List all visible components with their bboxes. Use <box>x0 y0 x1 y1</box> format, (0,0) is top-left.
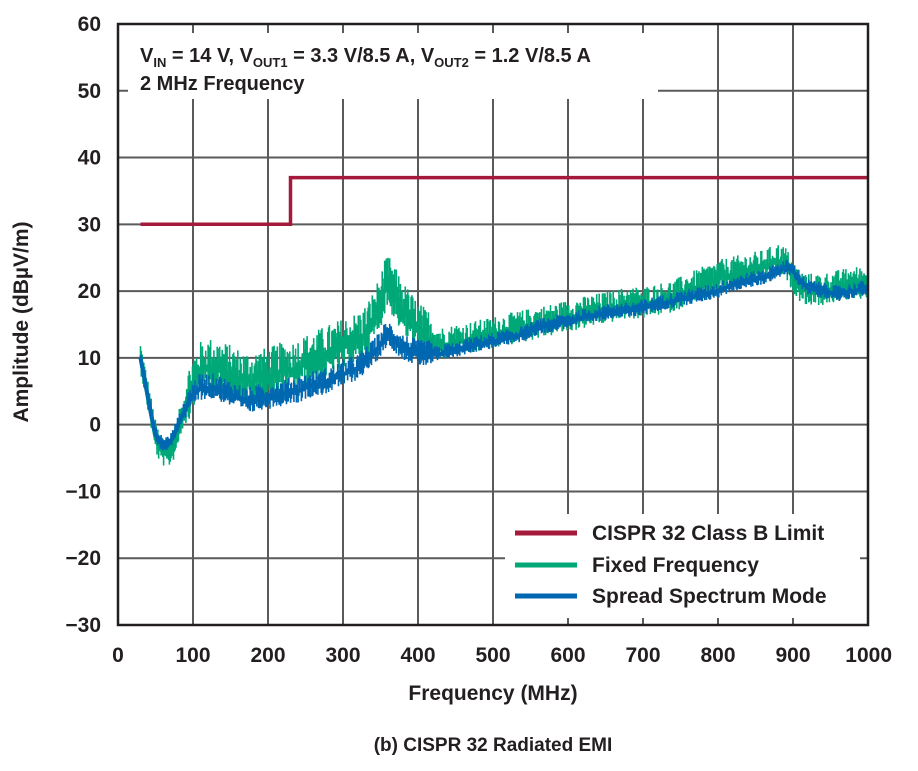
y-axis-label: Amplitude (dBµV/m) <box>10 221 33 422</box>
x-tick-label: 100 <box>175 644 210 667</box>
vout2-subscript: OUT2 <box>434 55 469 70</box>
x-tick-label: 700 <box>625 644 660 667</box>
vout2-value: = 1.2 V/8.5 A <box>469 45 591 67</box>
plot-border <box>116 22 870 627</box>
annotation-background <box>128 33 658 99</box>
figure-caption: (b) CISPR 32 Radiated EMI <box>374 735 613 756</box>
y-tick-label: 40 <box>78 147 101 170</box>
vin-subscript: IN <box>153 55 166 70</box>
vin-symbol: V <box>140 45 154 67</box>
legend-label-fixed: Fixed Frequency <box>592 554 759 577</box>
y-tick-label: −10 <box>65 480 101 503</box>
series-spread-spectrum-trace <box>138 265 869 447</box>
x-axis-label: Frequency (MHz) <box>408 682 577 705</box>
y-tick-label: 0 <box>89 414 101 437</box>
x-tick-label: 800 <box>700 644 735 667</box>
legend-label-limit: CISPR 32 Class B Limit <box>592 522 824 545</box>
y-tick-label: 50 <box>78 80 101 103</box>
annotation-line-1: VIN = 14 V, VOUT1 = 3.3 V/8.5 A, VOUT2 =… <box>140 45 591 70</box>
y-tick-label: 10 <box>78 347 101 370</box>
legend: CISPR 32 Class B Limit Fixed Frequency S… <box>515 522 827 608</box>
x-tick-label: 400 <box>400 644 435 667</box>
x-tick-labels: 0 100 200 300 400 500 600 700 800 900 1000 <box>112 644 892 667</box>
x-tick-label: 500 <box>475 644 510 667</box>
series-layer <box>138 175 869 466</box>
series-spread-spectrum <box>138 259 869 451</box>
vout2-symbol: V <box>421 45 435 67</box>
vin-value: = 14 V, <box>166 45 239 67</box>
vout1-symbol: V <box>240 45 254 67</box>
x-tick-label: 200 <box>250 644 285 667</box>
x-tick-label: 300 <box>325 644 360 667</box>
x-tick-label: 600 <box>550 644 585 667</box>
y-tick-labels: −30 −20 −10 0 10 20 30 40 50 60 <box>65 13 101 637</box>
y-tick-label: −20 <box>65 547 101 570</box>
y-tick-label: 30 <box>78 213 101 236</box>
x-tick-label: 0 <box>112 644 124 667</box>
x-tick-label: 900 <box>775 644 810 667</box>
y-tick-label: 60 <box>78 13 101 36</box>
annotation-line-2: 2 MHz Frequency <box>140 73 305 95</box>
x-tick-label: 1000 <box>845 644 892 667</box>
legend-label-spread: Spread Spectrum Mode <box>592 585 827 608</box>
series-cispr-limit <box>140 175 868 227</box>
vout1-value: = 3.3 V/8.5 A, <box>288 45 421 67</box>
y-tick-label: 20 <box>78 280 101 303</box>
series-fixed-frequency-trace <box>138 259 868 457</box>
y-tick-label: −30 <box>65 614 101 637</box>
vout1-subscript: OUT1 <box>253 55 288 70</box>
